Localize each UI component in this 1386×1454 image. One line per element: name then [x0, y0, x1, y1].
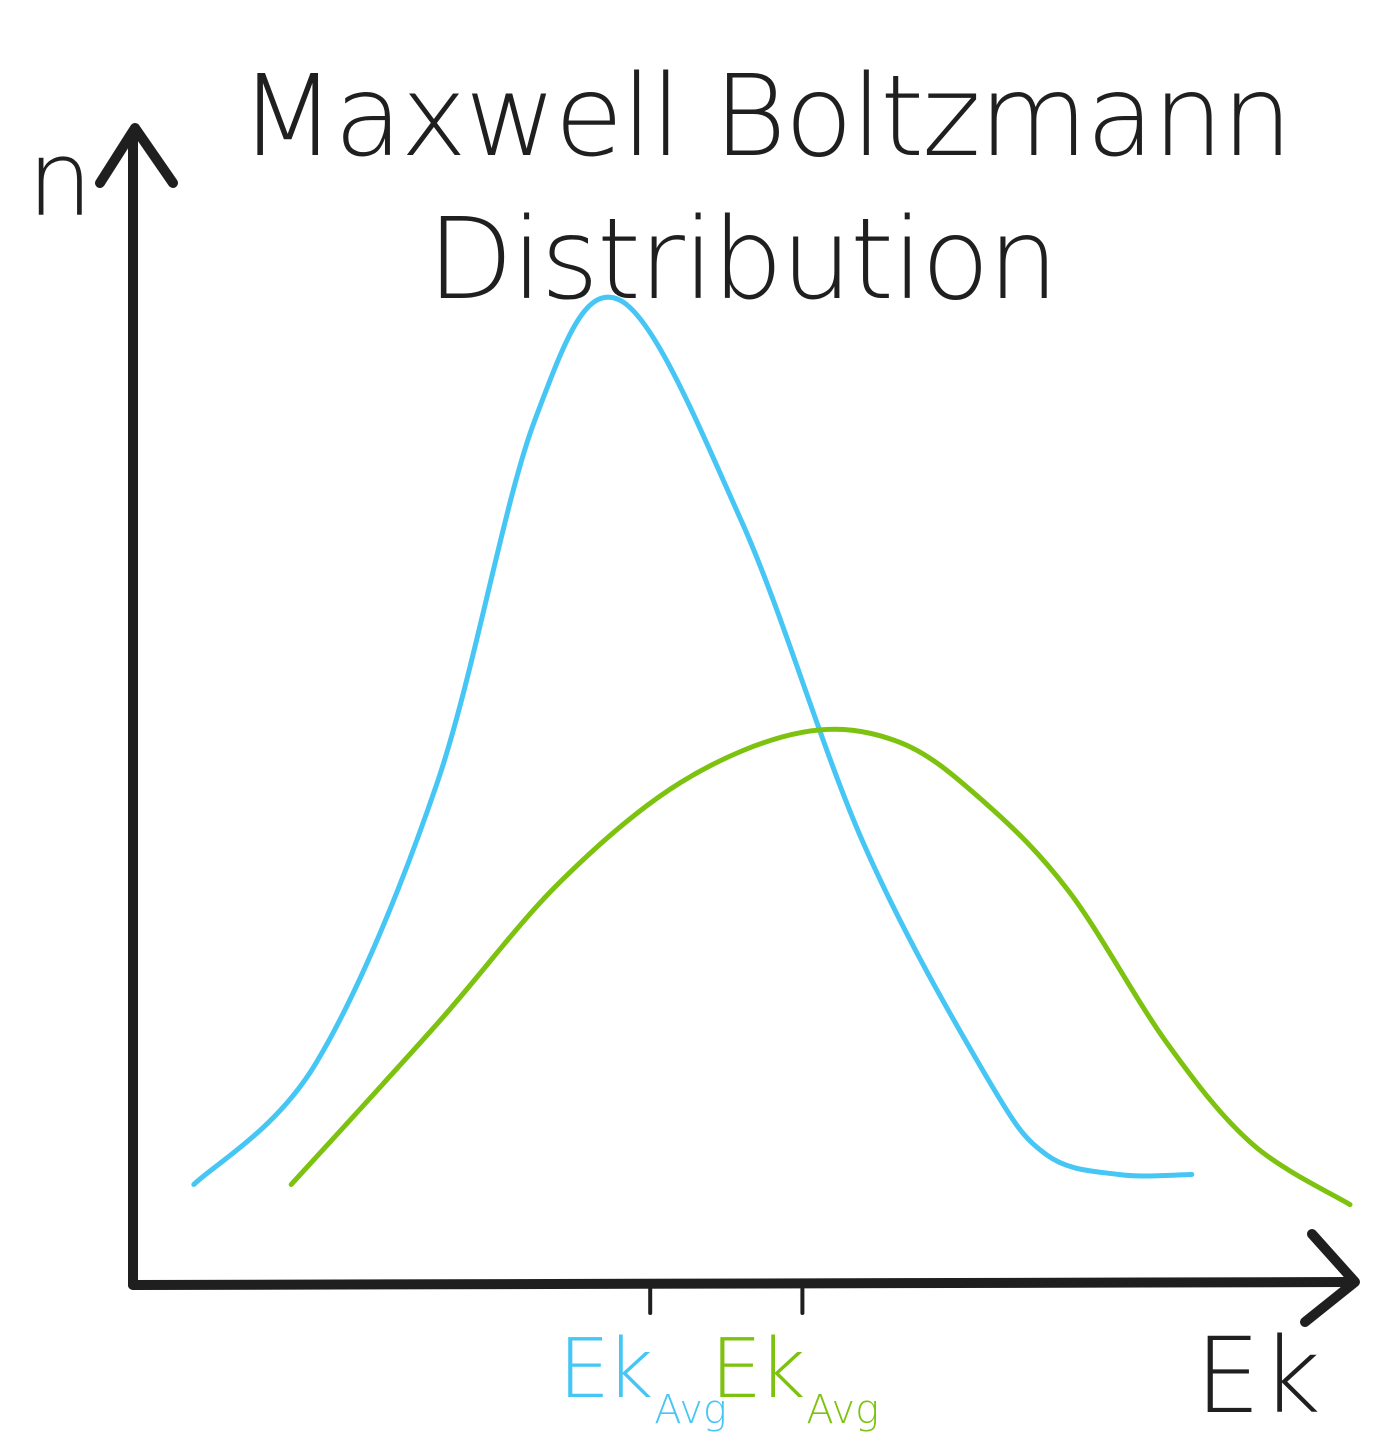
- series-layer: [191, 294, 1353, 1208]
- series-line-2: [288, 726, 1353, 1208]
- chart-title-line-1: Maxwell Boltzmann: [239, 52, 1290, 182]
- x-axis-label: Ek: [1195, 1315, 1321, 1437]
- x-axis-arrowhead: [1300, 1229, 1360, 1327]
- x-tick-label-subscript-2: Avg: [806, 1387, 879, 1433]
- y-axis-label: n: [27, 118, 93, 240]
- x-tick-label-1: Ek: [558, 1322, 651, 1417]
- x-axis: [128, 1277, 1355, 1290]
- x-tick-label-2: Ek: [710, 1322, 803, 1417]
- chart-title-line-2: Distribution: [427, 195, 1056, 325]
- series-line-1: [191, 294, 1195, 1187]
- y-axis-arrowhead: [95, 123, 178, 188]
- x-tick-label-subscript-1: Avg: [654, 1387, 727, 1433]
